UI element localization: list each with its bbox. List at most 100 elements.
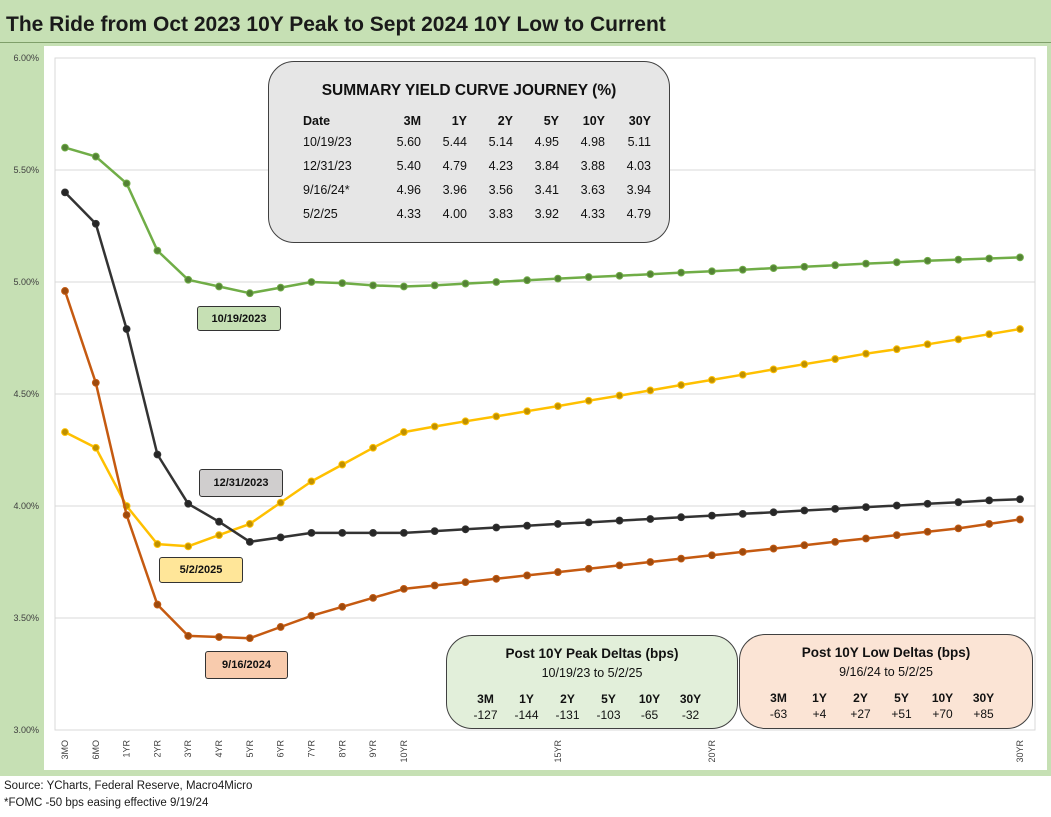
- data-point-may2025: [276, 498, 285, 507]
- column-header: 30Y: [972, 691, 995, 705]
- x-tick-label: 20YR: [707, 740, 717, 763]
- table-row: 9/16/24* 4.96 3.96 3.56 3.41 3.63 3.94: [303, 178, 651, 202]
- series-line-oct2023: [64, 146, 1021, 295]
- data-point-may2025: [769, 365, 778, 374]
- data-point-oct2023: [646, 270, 655, 279]
- data-point-may2025: [215, 531, 223, 540]
- data-point-may2025: [461, 417, 470, 426]
- x-tick-label: 6MO: [91, 740, 101, 760]
- table-cell: 3.84: [534, 159, 559, 173]
- series-label-oct2023: 10/19/2023: [197, 306, 281, 331]
- table-cell: 5.60: [396, 135, 421, 149]
- x-tick-label: 10YR: [399, 740, 409, 763]
- data-point-may2025: [831, 355, 840, 363]
- delta-value: -65: [640, 708, 659, 722]
- data-point-sep2024: [307, 611, 316, 620]
- summary-yield-table-box: SUMMARY YIELD CURVE JOURNEY (%) Date 3M …: [268, 61, 670, 243]
- chart-title: The Ride from Oct 2023 10Y Peak to Sept …: [6, 13, 666, 36]
- column-header: 1Y: [812, 691, 827, 705]
- data-point-sep2024: [1016, 515, 1024, 524]
- y-tick-label: 4.50%: [13, 389, 39, 399]
- data-point-oct2023: [677, 268, 686, 277]
- series-line-sep2024: [63, 290, 1021, 640]
- source-note: Source: YCharts, Federal Reserve, Macro4…: [4, 780, 253, 792]
- table-cell: 4.00: [442, 207, 467, 221]
- data-point-may2025: [307, 477, 316, 486]
- delta-value: +4: [812, 707, 827, 721]
- data-point-sep2024: [708, 551, 716, 560]
- y-axis-labels: 3.00% 3.50% 4.00% 4.50% 5.00% 5.50% 6.00%: [13, 53, 39, 735]
- data-point-dec2023: [153, 450, 162, 459]
- data-point-sep2024: [923, 527, 932, 536]
- x-tick-label: 1YR: [122, 740, 132, 758]
- summary-header-row: Date 3M 1Y 2Y 5Y 10Y 30Y: [303, 114, 651, 130]
- data-point-may2025: [738, 370, 747, 379]
- data-point-oct2023: [61, 143, 69, 152]
- data-point-dec2023: [276, 533, 285, 542]
- column-header: 5Y: [894, 691, 909, 705]
- data-point-dec2023: [831, 505, 840, 513]
- column-header: 10Y: [582, 114, 605, 128]
- data-point-oct2023: [708, 267, 716, 276]
- table-cell: 5/2/25: [303, 207, 338, 221]
- title-divider: [0, 42, 1051, 43]
- data-point-sep2024: [91, 378, 100, 387]
- column-header: 10Y: [931, 691, 954, 705]
- series-label-dec2023: 12/31/2023: [199, 469, 283, 497]
- data-point-may2025: [985, 330, 994, 339]
- column-header: 30Y: [628, 114, 651, 128]
- data-point-dec2023: [646, 515, 655, 523]
- data-point-oct2023: [369, 281, 377, 290]
- table-cell: 5.40: [396, 159, 421, 173]
- data-point-sep2024: [584, 564, 593, 573]
- x-tick-label: 5YR: [245, 740, 255, 758]
- data-point-sep2024: [338, 602, 347, 611]
- data-point-oct2023: [923, 256, 932, 265]
- table-cell: 3.83: [488, 207, 513, 221]
- data-point-oct2023: [153, 246, 162, 255]
- data-point-sep2024: [831, 537, 840, 546]
- gridlines: [54, 57, 1036, 731]
- data-point-sep2024: [954, 524, 963, 533]
- data-point-dec2023: [985, 496, 994, 505]
- column-header: 30Y: [679, 692, 702, 706]
- data-point-sep2024: [430, 581, 439, 590]
- data-point-oct2023: [276, 283, 285, 292]
- y-tick-label: 4.00%: [13, 501, 39, 511]
- data-point-may2025: [584, 396, 593, 405]
- column-header: 10Y: [638, 692, 661, 706]
- data-point-may2025: [399, 428, 408, 436]
- peak-deltas-heading: Post 10Y Peak Deltas (bps): [505, 646, 679, 661]
- data-point-dec2023: [61, 188, 69, 197]
- summary-heading: SUMMARY YIELD CURVE JOURNEY (%): [321, 82, 617, 99]
- table-cell: 3.63: [580, 183, 605, 197]
- low-deltas-subtitle: 9/16/24 to 5/2/25: [839, 665, 933, 679]
- data-point-dec2023: [1016, 495, 1024, 504]
- table-cell: 4.98: [580, 135, 605, 149]
- column-header: 3M: [477, 692, 494, 706]
- data-point-oct2023: [554, 274, 562, 283]
- data-point-dec2023: [708, 511, 716, 520]
- data-point-sep2024: [61, 287, 69, 295]
- data-point-may2025: [523, 407, 531, 416]
- table-cell: 5.14: [488, 135, 513, 149]
- data-point-oct2023: [461, 279, 470, 288]
- data-point-may2025: [923, 340, 932, 349]
- data-point-oct2023: [615, 271, 624, 280]
- table-cell: 3.88: [580, 159, 605, 173]
- data-point-may2025: [677, 381, 686, 389]
- data-point-dec2023: [584, 518, 593, 527]
- data-point-oct2023: [800, 262, 809, 271]
- x-tick-label: 4YR: [214, 740, 224, 758]
- data-point-may2025: [892, 345, 901, 354]
- column-header: 3M: [403, 114, 421, 128]
- table-cell: 3.56: [488, 183, 513, 197]
- table-cell: 4.79: [626, 207, 651, 221]
- data-point-dec2023: [245, 537, 254, 546]
- x-tick-label: 9YR: [368, 740, 378, 758]
- data-point-oct2023: [892, 258, 901, 267]
- data-point-oct2023: [831, 261, 840, 270]
- data-point-may2025: [61, 428, 69, 436]
- data-point-may2025: [554, 402, 562, 410]
- data-point-sep2024: [461, 578, 470, 587]
